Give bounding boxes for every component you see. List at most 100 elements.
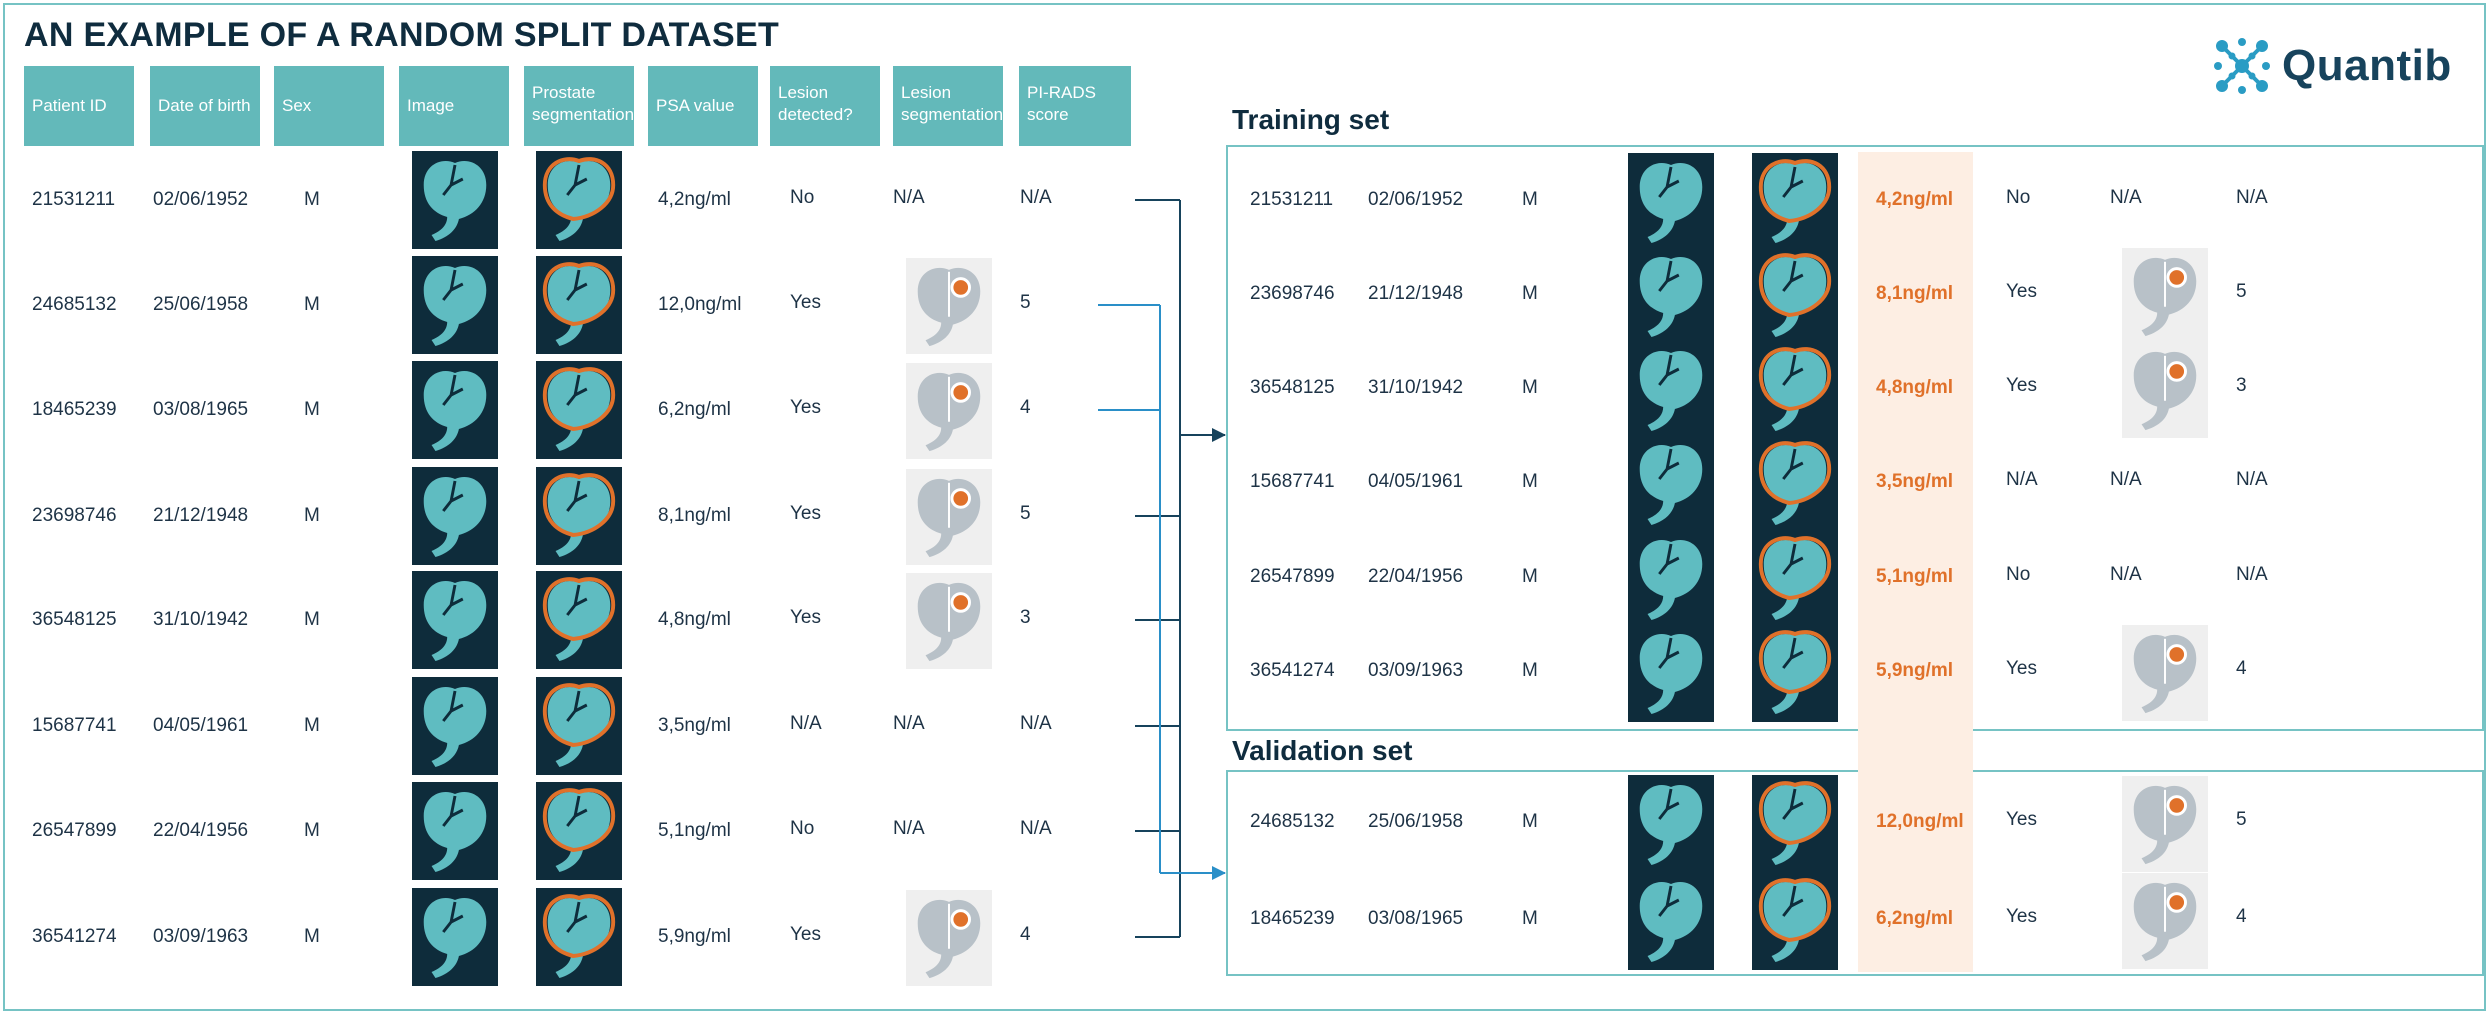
psa-value-cell: 12,0ng/ml (1876, 811, 1964, 832)
date-of-birth-cell: 04/05/1961 (153, 715, 249, 736)
patient-id-cell: 18465239 (32, 399, 117, 420)
mri-image-tile (412, 888, 498, 986)
lesion-detected-cell: Yes (790, 397, 821, 418)
lesion-detected-cell: Yes (2006, 281, 2037, 302)
prostate-segmentation-tile (536, 571, 622, 669)
pi-rads-score-cell: N/A (1020, 713, 1052, 734)
prostate-segmentation-tile (536, 361, 622, 459)
pi-rads-score-cell: N/A (2236, 564, 2268, 585)
prostate-segmentation-tile (1752, 624, 1838, 722)
quantib-logo: Quantib (2212, 36, 2452, 96)
lesion-segmentation-tile (2122, 248, 2208, 344)
date-of-birth-cell: 03/08/1965 (1368, 908, 1464, 929)
sex-cell: M (304, 399, 320, 420)
psa-value-cell: 4,2ng/ml (1876, 189, 1954, 210)
patient-id-cell: 21531211 (1250, 189, 1334, 210)
psa-value-cell: 5,1ng/ml (658, 820, 731, 841)
validation-arrow-head (1212, 866, 1226, 880)
mri-image-tile (1628, 624, 1714, 722)
psa-value-cell: 5,1ng/ml (1876, 566, 1954, 587)
prostate-segmentation-tile (536, 677, 622, 775)
lesion-detected-cell: Yes (790, 924, 821, 945)
date-of-birth-cell: 03/08/1965 (153, 399, 249, 420)
patient-id-cell: 18465239 (1250, 908, 1335, 929)
pi-rads-score-cell: 4 (1020, 397, 1031, 418)
lesion-detected-cell: No (2006, 564, 2031, 585)
psa-value-cell: 4,8ng/ml (1876, 377, 1954, 398)
lesion-detected-cell: No (790, 818, 815, 839)
pi-rads-score-cell: 5 (1020, 292, 1031, 313)
pi-rads-score-cell: N/A (2236, 187, 2268, 208)
pi-rads-score-cell: 3 (1020, 607, 1031, 628)
lesion-segmentation-cell: N/A (2110, 187, 2142, 208)
prostate-segmentation-tile (1752, 341, 1838, 439)
column-header-date-of-birth: Date of birth (150, 66, 260, 146)
pi-rads-score-cell: N/A (1020, 187, 1052, 208)
lesion-segmentation-tile (906, 363, 992, 459)
pi-rads-score-cell: 5 (1020, 503, 1031, 524)
date-of-birth-cell: 03/09/1963 (1368, 660, 1464, 681)
date-of-birth-cell: 22/04/1956 (153, 820, 249, 841)
date-of-birth-cell: 25/06/1958 (153, 294, 249, 315)
lesion-segmentation-cell: N/A (893, 818, 925, 839)
sex-cell: M (1522, 377, 1538, 398)
mri-image-tile (1628, 153, 1714, 251)
lesion-segmentation-tile (906, 890, 992, 986)
pi-rads-score-cell: 4 (1020, 924, 1031, 945)
pi-rads-score-cell: 5 (2236, 809, 2247, 830)
psa-value-cell: 4,8ng/ml (658, 609, 731, 630)
patient-id-cell: 24685132 (1250, 811, 1335, 832)
diagram-frame (3, 3, 2486, 1011)
sex-cell: M (304, 609, 320, 630)
column-header-prostate-segmentation: Prostate segmentation (524, 66, 634, 146)
psa-value-cell: 8,1ng/ml (1876, 283, 1954, 304)
lesion-segmentation-cell: N/A (2110, 469, 2142, 490)
pi-rads-score-cell: N/A (1020, 818, 1052, 839)
lesion-segmentation-tile (2122, 625, 2208, 721)
date-of-birth-cell: 31/10/1942 (153, 609, 249, 630)
psa-value-cell: 3,5ng/ml (1876, 471, 1954, 492)
pi-rads-score-cell: N/A (2236, 469, 2268, 490)
lesion-segmentation-cell: N/A (2110, 564, 2142, 585)
pi-rads-score-cell: 5 (2236, 281, 2247, 302)
sex-cell: M (304, 820, 320, 841)
training-set-title: Training set (1232, 104, 1390, 135)
lesion-detected-cell: N/A (2006, 469, 2038, 490)
lesion-segmentation-tile (906, 258, 992, 354)
mri-image-tile (1628, 872, 1714, 970)
sex-cell: M (1522, 811, 1538, 832)
patient-id-cell: 36548125 (32, 609, 117, 630)
patient-id-cell: 15687741 (32, 715, 117, 736)
quantib-molecule-icon (2214, 38, 2270, 94)
patient-id-cell: 26547899 (32, 820, 117, 841)
mri-image-tile (1628, 775, 1714, 873)
lesion-segmentation-tile (906, 573, 992, 669)
mri-image-tile (412, 361, 498, 459)
patient-id-cell: 26547899 (1250, 566, 1335, 587)
column-header-psa-value: PSA value (648, 66, 758, 146)
column-header-image: Image (399, 66, 509, 146)
patient-id-cell: 24685132 (32, 294, 117, 315)
lesion-segmentation-cell: N/A (893, 187, 925, 208)
column-header-patient-id: Patient ID (24, 66, 134, 146)
sex-cell: M (304, 926, 320, 947)
prostate-segmentation-tile (1752, 775, 1838, 873)
lesion-detected-cell: Yes (2006, 375, 2037, 396)
lesion-segmentation-tile (2122, 873, 2208, 969)
training-set-panel (1226, 145, 2484, 731)
psa-value-cell: 8,1ng/ml (658, 505, 731, 526)
mri-image-tile (1628, 341, 1714, 439)
patient-id-cell: 15687741 (1250, 471, 1335, 492)
column-header-lesion-detected: Lesion detected? (770, 66, 880, 146)
patient-id-cell: 21531211 (32, 189, 116, 210)
mri-image-tile (412, 677, 498, 775)
lesion-detected-cell: N/A (790, 713, 822, 734)
column-header-lesion-segmentation: Lesion segmentation (893, 66, 1003, 146)
date-of-birth-cell: 25/06/1958 (1368, 811, 1464, 832)
patient-id-cell: 23698746 (1250, 283, 1335, 304)
psa-value-cell: 6,2ng/ml (1876, 908, 1954, 929)
lesion-segmentation-cell: N/A (893, 713, 925, 734)
date-of-birth-cell: 21/12/1948 (153, 505, 249, 526)
date-of-birth-cell: 04/05/1961 (1368, 471, 1464, 492)
